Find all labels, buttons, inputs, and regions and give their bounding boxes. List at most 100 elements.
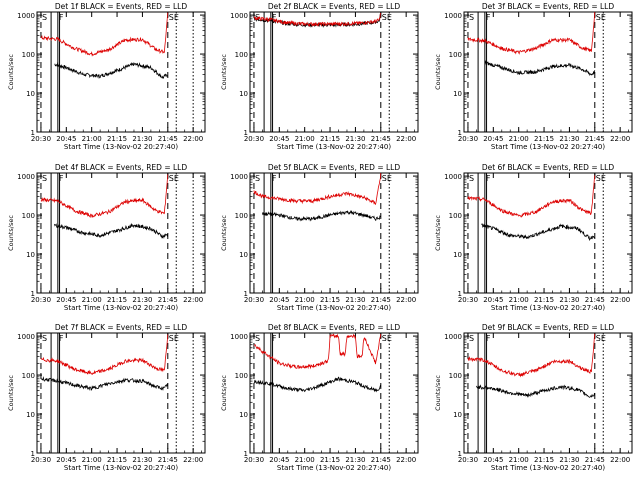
y-axis-label: Counts/sec <box>7 375 15 411</box>
panel-title: Det 9f BLACK = Events, RED = LLD <box>482 323 615 332</box>
y-tick-label: 1000 <box>444 333 462 341</box>
marker-label-f: F <box>59 174 64 183</box>
x-axis-label: Start Time (13-Nov-02 20:27:40) <box>277 464 391 472</box>
x-tick-label: 20:30 <box>244 135 264 143</box>
x-tick-label: 21:00 <box>509 135 529 143</box>
panel-title: Det 8f BLACK = Events, RED = LLD <box>268 323 401 332</box>
y-tick-label: 100 <box>449 372 462 380</box>
y-tick-label: 1 <box>244 129 248 137</box>
y-tick-label: 100 <box>22 51 35 59</box>
x-tick-label: 21:00 <box>509 296 529 304</box>
marker-label-s: S <box>469 13 474 22</box>
x-tick-label: 21:15 <box>320 456 340 464</box>
plot-frame <box>36 11 206 133</box>
y-tick-label: 1000 <box>230 173 248 181</box>
marker-label-f: F <box>59 334 64 343</box>
plot-frame <box>249 172 419 294</box>
x-axis-label: Start Time (13-Nov-02 20:27:40) <box>64 464 178 472</box>
y-tick-label: 100 <box>22 212 35 220</box>
x-tick-label: 21:15 <box>534 456 554 464</box>
plot-frame <box>463 172 633 294</box>
x-tick-label: 21:30 <box>559 296 579 304</box>
y-tick-label: 1000 <box>17 12 35 20</box>
x-tick-label: 22:00 <box>396 135 416 143</box>
y-tick-label: 1 <box>244 290 248 298</box>
y-tick-label: 1 <box>458 290 462 298</box>
series-events-line <box>40 376 169 391</box>
y-axis-label: Counts/sec <box>220 215 228 251</box>
marker-label-s: S <box>469 174 474 183</box>
x-tick-label: 21:00 <box>295 296 315 304</box>
y-tick-label: 1 <box>244 450 248 458</box>
marker-label-f: F <box>59 13 64 22</box>
x-axis-label: Start Time (13-Nov-02 20:27:40) <box>491 143 605 151</box>
x-tick-label: 20:30 <box>458 456 478 464</box>
series-lld-line <box>253 333 382 370</box>
x-tick-label: 20:45 <box>269 135 289 143</box>
marker-label-s: S <box>255 174 260 183</box>
y-axis-label: Counts/sec <box>7 215 15 251</box>
series-lld-line <box>40 174 169 218</box>
x-tick-label: 21:30 <box>132 456 152 464</box>
plot-frame <box>463 11 633 133</box>
x-tick-label: 21:45 <box>585 296 605 304</box>
y-tick-label: 100 <box>235 51 248 59</box>
panel-title: Det 7f BLACK = Events, RED = LLD <box>55 323 188 332</box>
series-events-line <box>481 223 596 241</box>
series-events-line <box>484 60 596 76</box>
marker-label-f: F <box>486 174 491 183</box>
y-tick-label: 10 <box>239 90 248 98</box>
series-events-line <box>262 210 382 222</box>
x-tick-label: 22:00 <box>183 135 203 143</box>
marker-label-se: SE <box>169 174 179 183</box>
marker-label-se: SE <box>382 13 392 22</box>
y-tick-label: 1000 <box>17 173 35 181</box>
x-tick-label: 20:45 <box>483 135 503 143</box>
x-axis-label: Start Time (13-Nov-02 20:27:40) <box>277 304 391 312</box>
y-tick-label: 1 <box>31 129 35 137</box>
series-lld-line <box>40 334 169 376</box>
x-tick-label: 21:15 <box>534 135 554 143</box>
x-tick-label: 20:30 <box>31 135 51 143</box>
x-tick-label: 21:30 <box>559 456 579 464</box>
y-tick-label: 10 <box>26 411 35 419</box>
marker-label-f: F <box>272 174 277 183</box>
x-tick-label: 20:45 <box>56 456 76 464</box>
marker-label-se: SE <box>596 13 606 22</box>
x-tick-label: 21:45 <box>158 456 178 464</box>
x-tick-label: 21:00 <box>82 456 102 464</box>
y-axis-label: Counts/sec <box>434 54 442 90</box>
y-tick-label: 100 <box>235 212 248 220</box>
panel-title: Det 1f BLACK = Events, RED = LLD <box>55 2 188 11</box>
x-tick-label: 22:00 <box>396 456 416 464</box>
plot-frame <box>249 332 419 454</box>
series-lld-line <box>40 12 169 57</box>
x-tick-label: 22:00 <box>610 296 630 304</box>
x-tick-label: 21:00 <box>295 135 315 143</box>
y-tick-label: 1 <box>458 129 462 137</box>
panel-det-5: Det 5f BLACK = Events, RED = LLD 1 10 100 10… <box>220 163 419 312</box>
x-tick-label: 20:30 <box>458 135 478 143</box>
x-tick-label: 21:45 <box>371 296 391 304</box>
y-tick-label: 10 <box>239 251 248 259</box>
x-tick-label: 22:00 <box>183 296 203 304</box>
x-tick-label: 21:15 <box>107 135 127 143</box>
y-tick-label: 1 <box>31 290 35 298</box>
x-axis-label: Start Time (13-Nov-02 20:27:40) <box>64 143 178 151</box>
series-lld-line <box>467 175 596 218</box>
y-tick-label: 1000 <box>230 333 248 341</box>
marker-label-s: S <box>42 13 47 22</box>
y-tick-label: 10 <box>453 251 462 259</box>
plot-frame <box>36 332 206 454</box>
panel-title: Det 3f BLACK = Events, RED = LLD <box>482 2 615 11</box>
panel-det-2: Det 2f BLACK = Events, RED = LLD 1 10 100 10… <box>220 2 419 151</box>
x-tick-label: 20:45 <box>269 456 289 464</box>
y-tick-label: 100 <box>449 212 462 220</box>
series-events-line <box>54 62 168 79</box>
x-tick-label: 21:30 <box>559 135 579 143</box>
x-tick-label: 22:00 <box>610 456 630 464</box>
y-tick-label: 10 <box>239 411 248 419</box>
x-tick-label: 21:45 <box>371 135 391 143</box>
marker-label-s: S <box>42 174 47 183</box>
